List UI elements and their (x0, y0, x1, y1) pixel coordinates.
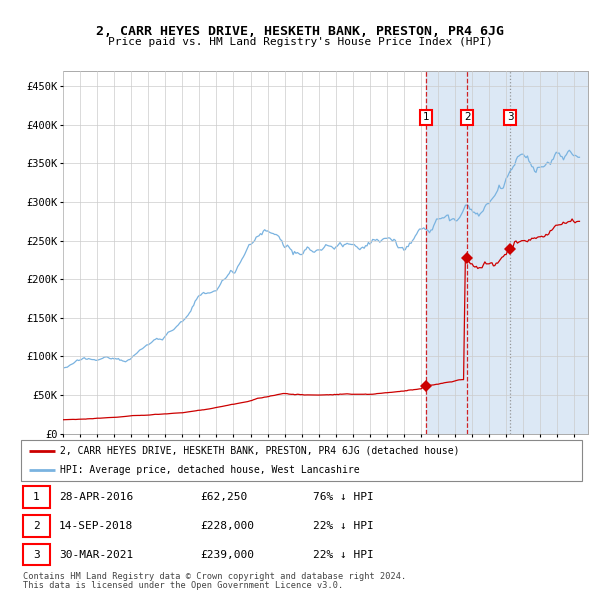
Text: 14-SEP-2018: 14-SEP-2018 (59, 521, 133, 530)
Text: 2, CARR HEYES DRIVE, HESKETH BANK, PRESTON, PR4 6JG (detached house): 2, CARR HEYES DRIVE, HESKETH BANK, PREST… (60, 445, 460, 455)
Text: 30-MAR-2021: 30-MAR-2021 (59, 549, 133, 559)
Text: 2, CARR HEYES DRIVE, HESKETH BANK, PRESTON, PR4 6JG: 2, CARR HEYES DRIVE, HESKETH BANK, PREST… (96, 25, 504, 38)
Text: Contains HM Land Registry data © Crown copyright and database right 2024.: Contains HM Land Registry data © Crown c… (23, 572, 406, 581)
Text: 28-APR-2016: 28-APR-2016 (59, 492, 133, 502)
Text: 22% ↓ HPI: 22% ↓ HPI (313, 521, 373, 530)
Text: 2: 2 (464, 112, 470, 122)
FancyBboxPatch shape (23, 514, 50, 537)
Text: 3: 3 (507, 112, 514, 122)
Text: 1: 1 (33, 492, 40, 502)
Text: 3: 3 (33, 549, 40, 559)
Text: 76% ↓ HPI: 76% ↓ HPI (313, 492, 373, 502)
Text: £239,000: £239,000 (200, 549, 254, 559)
Text: £228,000: £228,000 (200, 521, 254, 530)
Text: £62,250: £62,250 (200, 492, 248, 502)
Text: 1: 1 (423, 112, 430, 122)
Text: 2: 2 (33, 521, 40, 530)
Text: Price paid vs. HM Land Registry's House Price Index (HPI): Price paid vs. HM Land Registry's House … (107, 37, 493, 47)
Bar (427, 71, 588, 434)
FancyBboxPatch shape (23, 543, 50, 565)
Text: HPI: Average price, detached house, West Lancashire: HPI: Average price, detached house, West… (60, 465, 360, 475)
Text: This data is licensed under the Open Government Licence v3.0.: This data is licensed under the Open Gov… (23, 581, 343, 589)
Text: 22% ↓ HPI: 22% ↓ HPI (313, 549, 373, 559)
FancyBboxPatch shape (21, 440, 582, 481)
FancyBboxPatch shape (23, 486, 50, 508)
